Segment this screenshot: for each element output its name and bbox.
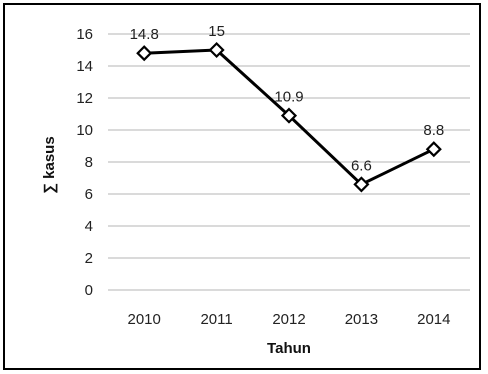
data-label: 8.8 — [423, 122, 444, 139]
chart-frame — [3, 3, 481, 370]
data-label: 14.8 — [130, 26, 159, 43]
x-tick-label: 2014 — [417, 311, 450, 328]
y-axis-title: ∑ kasus — [41, 136, 58, 193]
y-tick-label: 0 — [85, 282, 93, 299]
y-tick-label: 14 — [76, 58, 93, 75]
x-tick-label: 2012 — [272, 311, 305, 328]
y-axis-ticks: 0 2 4 6 8 10 12 14 16 — [76, 26, 93, 299]
data-labels: 14.8 15 10.9 6.6 8.8 — [130, 23, 445, 174]
x-axis-ticks: 2010 2011 2012 2013 2014 — [128, 311, 451, 328]
x-axis-title: Tahun — [267, 340, 311, 357]
x-tick-label: 2011 — [200, 311, 232, 328]
y-tick-label: 16 — [76, 26, 93, 43]
gridlines — [108, 33, 470, 291]
y-tick-label: 2 — [85, 250, 93, 267]
series-markers — [136, 41, 442, 193]
data-point-marker — [208, 41, 225, 59]
y-tick-label: 4 — [85, 218, 93, 235]
data-label: 10.9 — [274, 89, 303, 106]
x-tick-label: 2013 — [345, 311, 378, 328]
y-tick-label: 12 — [76, 90, 93, 107]
data-label: 15 — [208, 23, 225, 40]
data-point-marker — [280, 107, 298, 124]
data-point-marker — [136, 45, 153, 62]
y-tick-label: 6 — [85, 186, 93, 203]
y-tick-label: 8 — [85, 154, 93, 171]
y-tick-label: 10 — [76, 122, 93, 139]
data-label: 6.6 — [351, 157, 372, 174]
data-point-marker — [353, 176, 370, 193]
x-tick-label: 2010 — [128, 311, 161, 328]
data-point-marker — [425, 141, 442, 158]
